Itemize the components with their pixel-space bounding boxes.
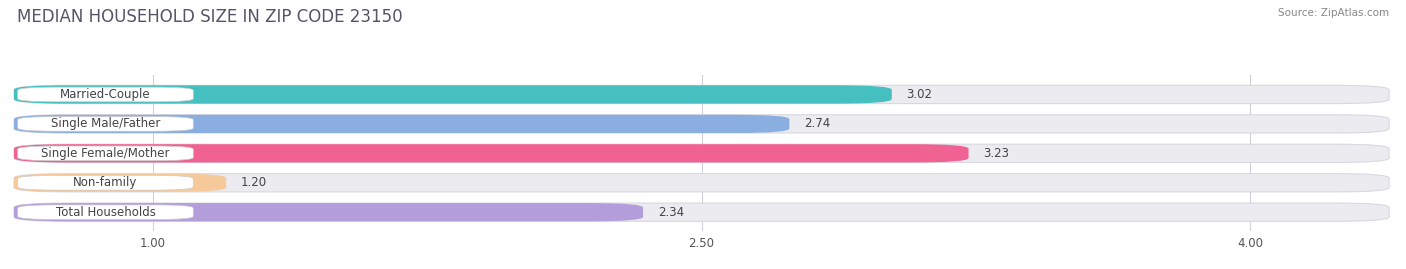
Text: 2.34: 2.34	[658, 206, 683, 219]
FancyBboxPatch shape	[18, 116, 193, 131]
Text: Single Female/Mother: Single Female/Mother	[41, 147, 170, 160]
FancyBboxPatch shape	[14, 115, 1389, 133]
Text: 3.23: 3.23	[983, 147, 1010, 160]
FancyBboxPatch shape	[18, 175, 193, 190]
FancyBboxPatch shape	[14, 203, 1389, 221]
Text: Married-Couple: Married-Couple	[60, 88, 150, 101]
FancyBboxPatch shape	[14, 203, 643, 221]
Text: Single Male/Father: Single Male/Father	[51, 117, 160, 130]
Text: 2.74: 2.74	[804, 117, 830, 130]
Text: 1.20: 1.20	[240, 176, 267, 189]
FancyBboxPatch shape	[18, 205, 193, 220]
Text: MEDIAN HOUSEHOLD SIZE IN ZIP CODE 23150: MEDIAN HOUSEHOLD SIZE IN ZIP CODE 23150	[17, 8, 402, 26]
FancyBboxPatch shape	[18, 146, 193, 161]
FancyBboxPatch shape	[14, 115, 789, 133]
Text: Total Households: Total Households	[56, 206, 156, 219]
FancyBboxPatch shape	[14, 174, 1389, 192]
FancyBboxPatch shape	[14, 85, 891, 104]
FancyBboxPatch shape	[18, 87, 193, 102]
FancyBboxPatch shape	[14, 85, 1389, 104]
Text: Non-family: Non-family	[73, 176, 138, 189]
FancyBboxPatch shape	[14, 174, 226, 192]
Text: 3.02: 3.02	[907, 88, 932, 101]
FancyBboxPatch shape	[14, 144, 1389, 162]
Text: Source: ZipAtlas.com: Source: ZipAtlas.com	[1278, 8, 1389, 18]
FancyBboxPatch shape	[14, 144, 969, 162]
